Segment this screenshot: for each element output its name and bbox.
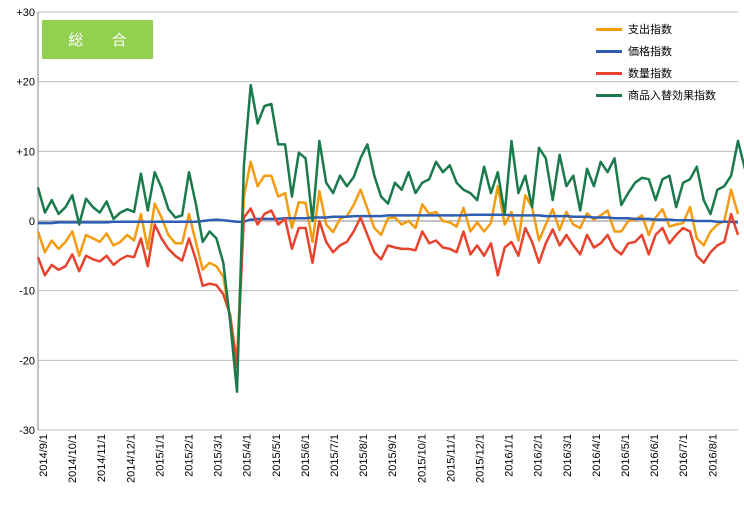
legend: 支出指数価格指数数量指数商品入替効果指数 <box>596 18 716 106</box>
x-tick-label: 2016/4/1 <box>591 434 603 477</box>
legend-swatch <box>596 71 622 75</box>
legend-item-2: 数量指数 <box>596 62 716 84</box>
series-line-1 <box>38 213 739 225</box>
legend-label: 価格指数 <box>628 46 672 58</box>
y-tick-label: -20 <box>19 355 35 367</box>
x-tick-label: 2015/7/1 <box>329 434 341 477</box>
y-tick-label: +30 <box>16 7 35 19</box>
legend-swatch <box>596 27 622 31</box>
y-tick-label: 0 <box>29 216 35 228</box>
x-tick-label: 2015/1/1 <box>154 434 166 477</box>
legend-label: 商品入替効果指数 <box>628 90 716 102</box>
x-tick-label: 2016/5/1 <box>620 434 632 477</box>
series-line-3 <box>36 83 744 393</box>
y-tick-label: +10 <box>16 146 35 158</box>
x-tick-label: 2016/7/1 <box>678 434 690 477</box>
x-tick-label: 2015/4/1 <box>242 434 254 477</box>
y-tick-label: +20 <box>16 77 35 89</box>
legend-swatch <box>596 93 622 97</box>
series-line-2 <box>36 207 740 369</box>
x-tick-label: 2016/6/1 <box>649 434 661 477</box>
x-tick-label: 2014/12/1 <box>125 434 137 483</box>
x-tick-label: 2015/8/1 <box>358 434 370 477</box>
x-tick-label: 2015/10/1 <box>416 434 428 483</box>
y-tick-label: -10 <box>19 286 35 298</box>
chart-title-badge: 総 合 <box>42 20 153 59</box>
legend-label: 支出指数 <box>628 24 672 36</box>
x-tick-label: 2014/11/1 <box>96 434 108 482</box>
x-tick-label: 2016/8/1 <box>707 434 719 477</box>
legend-label: 数量指数 <box>628 68 672 80</box>
y-axis-tick-labels: +30 +20 +10 0 -10 -20 -30 <box>16 7 35 437</box>
x-tick-label: 2015/11/1 <box>445 434 457 482</box>
x-tick-label: 2016/2/1 <box>533 434 545 477</box>
x-tick-label: 2016/1/1 <box>504 434 516 477</box>
series-lines <box>36 83 744 393</box>
x-axis-tick-labels: 2014/9/1 2014/10/1 2014/11/1 2014/12/1 2015/… <box>38 434 719 483</box>
series-line-0 <box>36 160 740 362</box>
x-tick-label: 2015/6/1 <box>300 434 312 477</box>
y-tick-label: -30 <box>19 425 35 437</box>
x-tick-label: 2016/3/1 <box>562 434 574 477</box>
legend-swatch <box>596 49 622 53</box>
x-tick-label: 2015/12/1 <box>475 434 487 483</box>
x-tick-label: 2015/5/1 <box>271 434 283 477</box>
chart-title: 総 合 <box>68 32 139 49</box>
x-tick-label: 2015/3/1 <box>213 434 225 477</box>
x-tick-label: 2015/9/1 <box>387 434 399 477</box>
x-tick-label: 2015/2/1 <box>184 434 196 477</box>
legend-item-1: 価格指数 <box>596 40 716 62</box>
x-tick-label: 2014/10/1 <box>67 434 79 483</box>
x-tick-label: 2014/9/1 <box>38 434 50 477</box>
legend-item-3: 商品入替効果指数 <box>596 84 716 106</box>
legend-item-0: 支出指数 <box>596 18 716 40</box>
